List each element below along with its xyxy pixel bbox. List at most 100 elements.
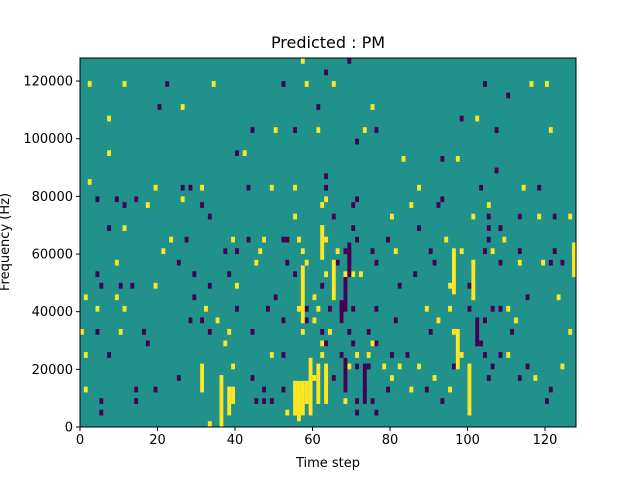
x-tick-label: 60	[304, 433, 321, 448]
heatmap-cell	[269, 352, 274, 358]
heatmap-cell	[320, 225, 325, 260]
heatmap-cell	[293, 380, 297, 416]
heatmap-cell	[552, 248, 557, 255]
heatmap-cell	[297, 305, 301, 312]
heatmap-cell	[324, 271, 328, 278]
heatmap-cell	[300, 265, 305, 324]
heatmap-cell	[215, 317, 220, 324]
heatmap-cell	[347, 242, 352, 266]
heatmap-cell	[184, 236, 189, 243]
heatmap-cell	[192, 294, 197, 301]
heatmap-cell	[227, 386, 232, 416]
heatmap-cell	[374, 409, 379, 416]
heatmap-cell	[207, 421, 212, 427]
heatmap-cell	[304, 81, 309, 87]
heatmap-cell	[494, 127, 499, 133]
heatmap-cell	[153, 184, 158, 191]
heatmap-cell	[359, 271, 363, 278]
heatmap-cell	[207, 213, 212, 220]
y-tick-label: 60000	[32, 248, 73, 263]
heatmap-cell	[285, 236, 290, 243]
heatmap-cell	[440, 398, 445, 404]
heatmap-cell	[300, 380, 305, 416]
heatmap-cell	[281, 317, 286, 324]
heatmap-cell	[545, 398, 549, 404]
heatmap-cell	[169, 236, 173, 243]
heatmap-cell	[448, 386, 452, 393]
heatmap-cell	[393, 317, 398, 324]
heatmap-cell	[545, 81, 549, 87]
heatmap-cell	[122, 305, 127, 312]
heatmap-cell	[176, 375, 181, 381]
heatmap-cell	[145, 202, 150, 208]
y-tick-label: 20000	[32, 363, 73, 378]
heatmap-cell	[118, 282, 123, 289]
heatmap-cell	[486, 202, 491, 208]
heatmap-cell	[204, 305, 208, 312]
heatmap-cell	[219, 375, 224, 427]
heatmap-cell	[533, 375, 538, 381]
heatmap-cell	[498, 305, 503, 312]
heatmap-cell	[262, 398, 266, 404]
heatmap-cell	[498, 259, 503, 266]
heatmap-cell	[475, 115, 480, 122]
heatmap-cell	[258, 248, 263, 255]
heatmap-cell	[246, 236, 251, 243]
heatmap-cell	[390, 352, 394, 358]
heatmap-cell	[107, 150, 111, 157]
heatmap-cell	[483, 81, 487, 87]
heatmap-cell	[362, 127, 367, 133]
heatmap-cell	[316, 363, 321, 404]
heatmap-cell	[537, 184, 542, 191]
heatmap-cell	[343, 386, 348, 393]
heatmap-cell	[308, 357, 313, 416]
heatmap-cell	[455, 156, 460, 162]
heatmap-cell	[506, 92, 511, 99]
heatmap-cell	[448, 305, 452, 312]
heatmap-cell	[486, 213, 491, 220]
heatmap-cell	[483, 352, 487, 358]
heatmap-cell	[397, 282, 402, 289]
heatmap-cell	[122, 202, 127, 208]
heatmap-cell	[351, 340, 356, 347]
heatmap-cell	[107, 352, 111, 358]
heatmap-cell	[316, 127, 321, 133]
x-tick-label: 0	[76, 433, 84, 448]
heatmap-cell	[304, 380, 309, 404]
heatmap-cell	[347, 363, 352, 370]
heatmap-cell	[235, 150, 239, 157]
heatmap-cell	[83, 352, 88, 358]
heatmap-cell	[324, 236, 328, 243]
heatmap-cell	[293, 271, 297, 278]
heatmap-cell	[134, 398, 139, 404]
heatmap-cell	[370, 340, 375, 347]
heatmap-cell	[273, 294, 278, 301]
heatmap-cell	[413, 271, 418, 278]
heatmap-cell	[370, 248, 375, 255]
heatmap-cell	[285, 409, 290, 416]
heatmap-cell	[145, 340, 150, 347]
heatmap-cell	[448, 282, 452, 289]
heatmap-cell	[529, 81, 534, 87]
heatmap-cell	[343, 357, 348, 387]
heatmap-cell	[188, 317, 193, 324]
heatmap-cell	[320, 202, 325, 208]
heatmap-cell	[262, 386, 266, 393]
heatmap-cell	[366, 352, 371, 358]
heatmap-cell	[304, 259, 309, 266]
heatmap-cell	[281, 236, 286, 243]
heatmap-cell	[459, 248, 464, 255]
heatmap-cell	[107, 115, 111, 122]
heatmap-cell	[510, 328, 514, 335]
heatmap-cell	[393, 248, 398, 255]
heatmap-cell	[568, 213, 573, 220]
heatmap-cell	[134, 386, 139, 393]
heatmap-cell	[355, 138, 359, 145]
heatmap-cell	[235, 282, 239, 289]
heatmap-cell	[250, 328, 255, 335]
heatmap-cell	[494, 167, 499, 174]
heatmap-cell	[355, 398, 359, 404]
heatmap-cell	[114, 294, 119, 301]
heatmap-cell	[95, 196, 100, 203]
